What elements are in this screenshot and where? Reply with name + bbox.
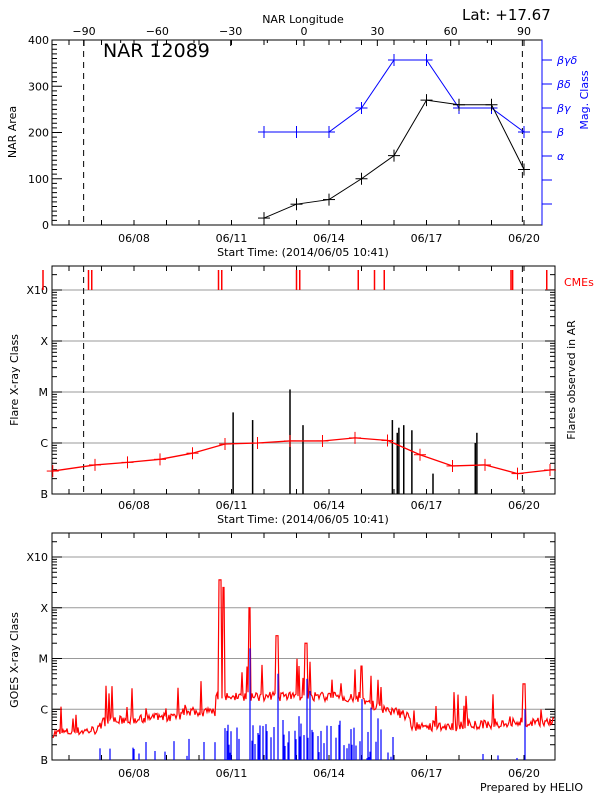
longitude-tick-label: 0	[301, 25, 308, 38]
x-tick-label: 06/08	[118, 232, 150, 245]
latitude-label: Lat: +17.67	[462, 6, 551, 24]
x-tick-label: 06/20	[508, 499, 540, 512]
class-tick-label: M	[39, 653, 49, 666]
x-tick-label: 06/20	[508, 232, 540, 245]
x-tick-label: 06/08	[118, 499, 150, 512]
top-panel-xlabel: Start Time: (2014/06/05 10:41)	[217, 246, 389, 259]
x-tick-label: 06/14	[313, 499, 345, 512]
class-tick-label: X10	[26, 284, 48, 297]
x-tick-label: 06/17	[411, 767, 443, 780]
x-tick-label: 06/17	[411, 232, 443, 245]
x-tick-label: 06/20	[508, 767, 540, 780]
goes-long-channel-line	[52, 579, 555, 739]
class-tick-label: X	[40, 335, 48, 348]
mag-class-tick-label: β	[556, 126, 564, 139]
longitude-tick-label: 30	[370, 25, 384, 38]
longitude-tick-label: −90	[72, 25, 95, 38]
y-tick-label: 100	[28, 173, 49, 186]
class-tick-label: B	[40, 754, 48, 767]
longitude-tick-label: 90	[517, 25, 531, 38]
middle-panel-ylabel: Flare X-ray Class	[8, 334, 21, 426]
background-trend-line	[52, 437, 551, 475]
y-tick-label: 300	[28, 80, 49, 93]
cme-label: CMEs	[564, 276, 594, 289]
longitude-tick-label: −60	[146, 25, 169, 38]
class-tick-label: X10	[26, 551, 48, 564]
top-panel-ylabel: NAR Area	[6, 106, 19, 158]
x-tick-label: 06/11	[216, 767, 248, 780]
longitude-tick-label: 60	[444, 25, 458, 38]
y-tick-label: 400	[28, 34, 49, 47]
mag-class-series-line	[264, 59, 525, 133]
mag-class-tick-label: βδ	[556, 78, 571, 91]
x-tick-label: 06/17	[411, 499, 443, 512]
middle-panel-y2label: Flares observed in AR	[565, 320, 578, 440]
class-tick-label: B	[40, 488, 48, 501]
x-tick-label: 06/08	[118, 767, 150, 780]
x-tick-label: 06/14	[313, 767, 345, 780]
region-title: NAR 12089	[103, 40, 210, 62]
class-tick-label: M	[39, 386, 49, 399]
bottom-panel-ylabel: GOES X-ray Class	[8, 612, 21, 708]
class-tick-label: C	[40, 437, 48, 450]
middle-panel-xlabel: Start Time: (2014/06/05 10:41)	[217, 513, 389, 526]
longitude-tick-label: −30	[219, 25, 242, 38]
x-tick-label: 06/11	[216, 232, 248, 245]
x-tick-label: 06/14	[313, 232, 345, 245]
top-panel-y2label: Mag. Class	[578, 70, 591, 129]
x-tick-label: 06/11	[216, 499, 248, 512]
class-tick-label: C	[40, 703, 48, 716]
mag-class-tick-label: βγδ	[556, 54, 578, 67]
class-tick-label: X	[40, 602, 48, 615]
mag-class-tick-label: α	[557, 150, 565, 163]
y-tick-label: 0	[42, 219, 49, 232]
mag-class-tick-label: βγ	[556, 102, 571, 115]
credit-label: Prepared by HELIO	[480, 781, 583, 794]
longitude-axis-title: NAR Longitude	[262, 13, 344, 26]
y-tick-label: 200	[28, 127, 49, 140]
